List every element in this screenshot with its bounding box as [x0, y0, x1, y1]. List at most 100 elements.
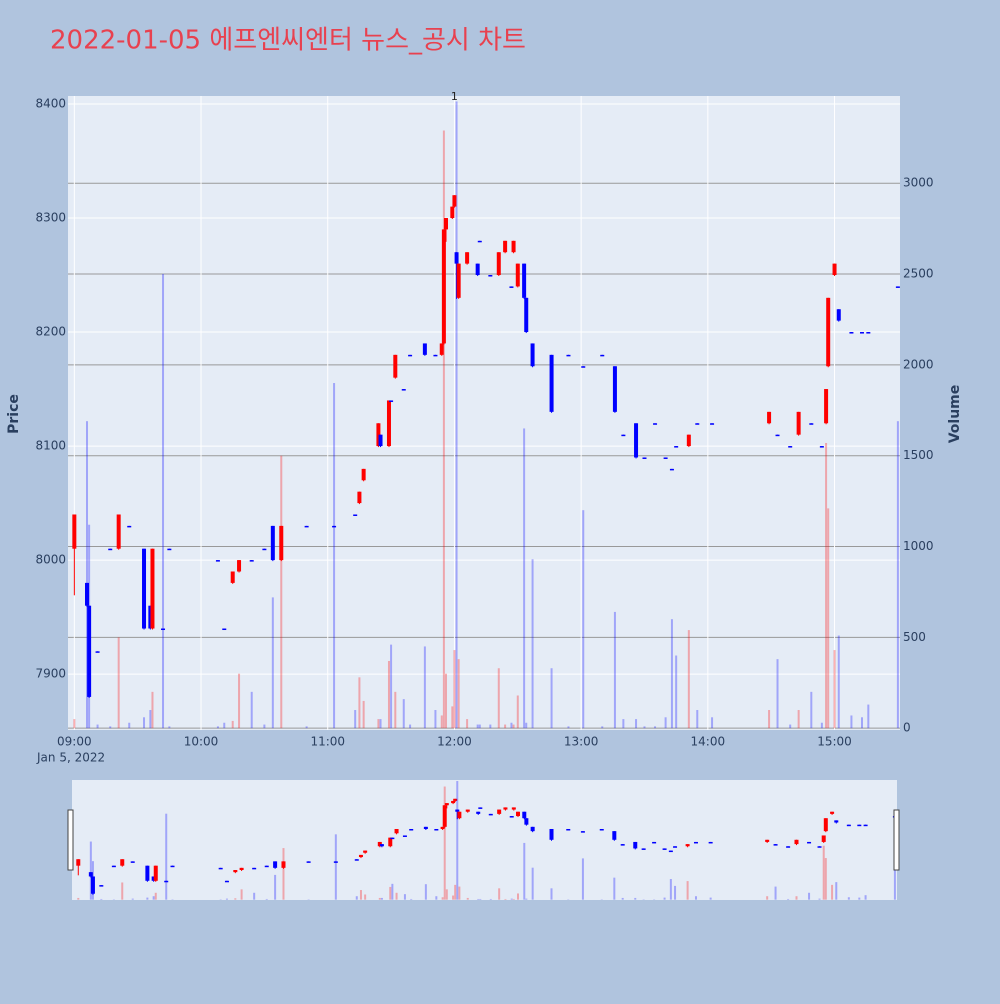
mini-candle-body	[273, 861, 277, 867]
mini-volume-bar	[121, 882, 123, 899]
mini-volume-bar	[356, 896, 358, 899]
mini-volume-bar	[274, 875, 276, 900]
mini-volume-bar	[266, 899, 268, 900]
volume-bar	[451, 706, 453, 728]
volume-bar	[867, 705, 869, 729]
volume-bar	[388, 661, 390, 728]
mini-candle-body	[478, 807, 482, 809]
candle-body	[695, 423, 699, 425]
mini-volume-bar	[146, 898, 148, 900]
volume-bar	[825, 443, 827, 728]
candle-body	[710, 423, 714, 425]
mini-candle-body	[355, 859, 359, 861]
candle-body	[849, 332, 853, 334]
mini-candle-body	[512, 807, 516, 809]
candle-body	[824, 389, 828, 423]
mini-volume-bar	[825, 858, 827, 900]
y-tick-label: 8300	[35, 211, 66, 225]
volume-bar	[272, 597, 274, 728]
mini-candle-body	[409, 829, 413, 831]
mini-volume-bar	[404, 894, 406, 900]
mini-candle-body	[154, 866, 158, 881]
volume-bar	[217, 726, 219, 728]
plot-area	[68, 96, 900, 730]
candle-body	[142, 549, 146, 629]
candle-body	[161, 629, 165, 631]
mini-candle-body	[847, 825, 851, 827]
x-tick-label: 11:00	[310, 735, 345, 749]
mini-volume-bar	[775, 887, 777, 900]
mini-volume-bar	[613, 878, 615, 900]
volume-bar	[377, 719, 379, 728]
mini-candle-body	[390, 838, 394, 840]
candle-body	[96, 651, 100, 653]
candle-body	[670, 469, 674, 471]
volume-bar	[424, 646, 426, 728]
volume-bar	[453, 650, 455, 728]
mini-candle-body	[131, 861, 135, 863]
mini-volume-bar	[551, 888, 553, 899]
volume-bar	[523, 428, 525, 728]
mini-candle-body	[91, 876, 95, 893]
range-slider[interactable]	[72, 780, 897, 900]
mini-candle-body	[171, 866, 175, 868]
volume-bar	[73, 719, 75, 728]
candle-body	[444, 218, 448, 229]
candle-body	[305, 526, 309, 528]
mini-candle-body	[466, 810, 470, 812]
mini-volume-bar	[446, 889, 448, 899]
mini-volume-bar	[848, 897, 850, 899]
mini-candle-body	[265, 866, 269, 868]
candle-body	[87, 606, 91, 697]
mini-volume-bar	[823, 846, 825, 900]
mini-volume-bar	[467, 898, 469, 900]
mini-candle-body	[240, 868, 244, 870]
y2-tick-label: 3000	[903, 176, 934, 190]
candle-body	[237, 560, 241, 571]
mini-candle-body	[497, 810, 501, 814]
volume-bar	[118, 637, 120, 728]
volume-bar	[232, 721, 234, 728]
mini-candle-body	[455, 810, 459, 812]
mini-candle-body	[834, 820, 838, 822]
range-handle[interactable]	[68, 810, 73, 870]
mini-candle-body	[424, 827, 428, 829]
candle-body	[820, 446, 824, 448]
volume-bar	[671, 619, 673, 728]
volume-bar	[696, 710, 698, 728]
mini-candle-body	[673, 846, 677, 848]
volume-bar	[489, 725, 491, 729]
volume-bar	[458, 659, 460, 728]
candle-body	[524, 298, 528, 332]
volume-bar	[306, 726, 308, 728]
mini-candle-body	[822, 835, 826, 841]
volume-bar	[838, 636, 840, 729]
mini-volume-bar	[795, 896, 797, 899]
volume-bar	[97, 725, 99, 729]
mini-candle-body	[774, 844, 778, 846]
mini-candle-body	[334, 861, 338, 863]
candle-body	[216, 560, 220, 562]
mini-volume-bar	[396, 893, 398, 900]
range-handle[interactable]	[894, 810, 899, 870]
candle-body	[674, 446, 678, 448]
volume-bar	[551, 668, 553, 728]
candle-body	[509, 286, 513, 288]
mini-candle-body	[686, 844, 690, 846]
volume-bar	[768, 710, 770, 728]
mini-volume-bar	[226, 899, 228, 900]
volume-bar	[149, 710, 151, 728]
candle-body	[279, 526, 283, 560]
candle-body	[423, 343, 427, 354]
volume-bar	[333, 383, 335, 728]
volume-bar	[654, 726, 656, 728]
y2-axis-title: Volume	[947, 385, 963, 444]
candle-body	[379, 435, 383, 446]
mini-volume-bar	[710, 898, 712, 900]
mini-volume-bar	[458, 887, 460, 900]
x-tick-label: 15:00	[817, 735, 852, 749]
candle-body	[788, 446, 792, 448]
mini-candle-body	[807, 842, 811, 844]
mini-volume-bar	[77, 898, 79, 900]
